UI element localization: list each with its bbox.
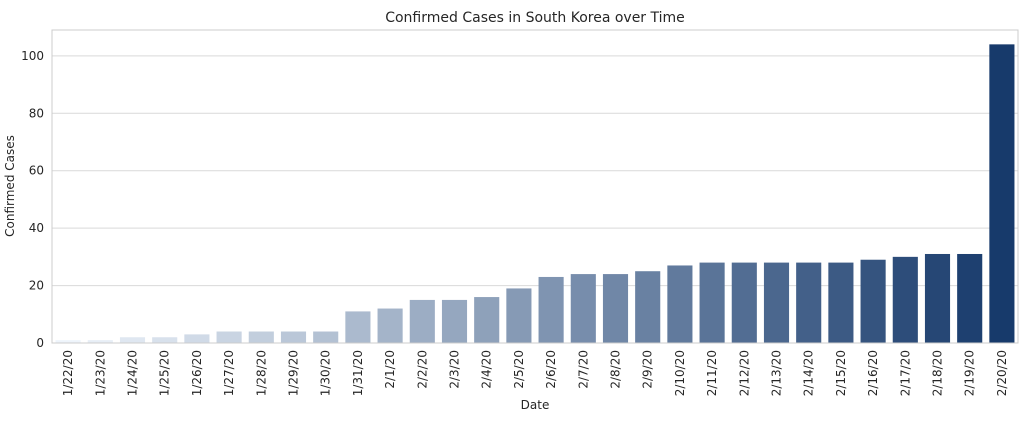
x-tick-label: 1/27/20	[222, 350, 236, 396]
x-tick-label: 1/24/20	[126, 350, 140, 396]
y-tick-label: 40	[29, 221, 44, 235]
x-tick-label: 2/4/20	[480, 350, 494, 389]
bar-1-24-20	[119, 337, 146, 343]
bar-2-7-20	[570, 274, 596, 343]
bar-1-25-20	[152, 337, 178, 343]
x-tick-label: 2/5/20	[512, 350, 526, 389]
bar-1-22-20	[55, 340, 81, 343]
bar-2-10-20	[667, 265, 693, 343]
chart-title: Confirmed Cases in South Korea over Time	[385, 10, 685, 26]
bar-2-6-20	[538, 276, 564, 343]
x-tick-label: 2/14/20	[802, 350, 816, 396]
bars	[55, 44, 1015, 344]
x-tick-label: 2/2/20	[415, 350, 429, 389]
y-axis-ticks: 0 20 40 60 80 100	[21, 49, 44, 350]
bar-2-12-20	[731, 262, 757, 343]
bar-1-29-20	[280, 331, 307, 343]
x-tick-label: 1/31/20	[351, 350, 365, 396]
bar-2-1-20	[377, 308, 403, 343]
x-tick-label: 2/16/20	[866, 350, 880, 396]
bar-1-23-20	[87, 340, 113, 343]
x-tick-label: 1/29/20	[287, 350, 301, 396]
y-tick-label: 0	[36, 336, 44, 350]
x-tick-label: 2/13/20	[770, 350, 784, 396]
x-tick-label: 1/25/20	[158, 350, 172, 396]
bar-1-26-20	[184, 334, 210, 343]
x-tick-label: 2/7/20	[576, 350, 590, 389]
bar-2-13-20	[763, 262, 790, 343]
x-tick-label: 2/19/20	[963, 350, 977, 396]
plot-frame	[51, 29, 1019, 344]
bar-2-14-20	[796, 262, 822, 343]
y-tick-label: 60	[29, 164, 44, 178]
x-axis-ticks: 1/22/20 1/23/20 1/24/20 1/25/20 1/26/20 1/27/…	[61, 350, 1009, 396]
y-axis-label: Confirmed Cases	[3, 135, 17, 237]
y-tick-label: 80	[29, 106, 44, 120]
x-tick-label: 2/11/20	[705, 350, 719, 396]
y-tick-label: 20	[29, 279, 44, 293]
x-tick-label: 1/30/20	[319, 350, 333, 396]
bar-2-15-20	[828, 262, 854, 343]
bar-1-31-20	[345, 311, 371, 343]
x-tick-label: 2/12/20	[737, 350, 751, 396]
bar-2-5-20	[506, 288, 532, 343]
bar-1-27-20	[216, 331, 242, 343]
x-tick-label: 2/6/20	[544, 350, 558, 389]
bar-2-11-20	[699, 262, 725, 343]
x-tick-label: 2/3/20	[448, 350, 462, 389]
bar-1-30-20	[313, 331, 339, 343]
x-tick-label: 2/9/20	[641, 350, 655, 389]
bar-2-17-20	[892, 256, 918, 343]
x-tick-label: 2/18/20	[931, 350, 945, 396]
x-tick-label: 1/23/20	[93, 350, 107, 396]
x-axis-label: Date	[521, 398, 550, 412]
bar-2-16-20	[860, 259, 886, 343]
bar-2-19-20	[957, 253, 983, 343]
bar-2-9-20	[635, 271, 661, 343]
y-tick-label: 100	[21, 49, 44, 63]
bar-2-8-20	[602, 274, 629, 343]
x-tick-label: 1/22/20	[61, 350, 75, 396]
x-tick-label: 1/28/20	[254, 350, 268, 396]
bar-2-3-20	[441, 299, 468, 343]
x-tick-label: 2/17/20	[898, 350, 912, 396]
gridlines	[52, 55, 1018, 287]
x-tick-label: 2/8/20	[609, 350, 623, 389]
x-tick-label: 2/15/20	[834, 350, 848, 396]
x-tick-label: 2/20/20	[995, 350, 1009, 396]
bar-1-28-20	[248, 331, 274, 343]
bar-2-18-20	[924, 253, 951, 343]
bar-2-4-20	[474, 297, 500, 343]
x-tick-label: 1/26/20	[190, 350, 204, 396]
x-tick-label: 2/1/20	[383, 350, 397, 389]
bar-2-20-20	[989, 44, 1015, 344]
x-tick-label: 2/10/20	[673, 350, 687, 396]
bar-2-2-20	[409, 299, 435, 343]
